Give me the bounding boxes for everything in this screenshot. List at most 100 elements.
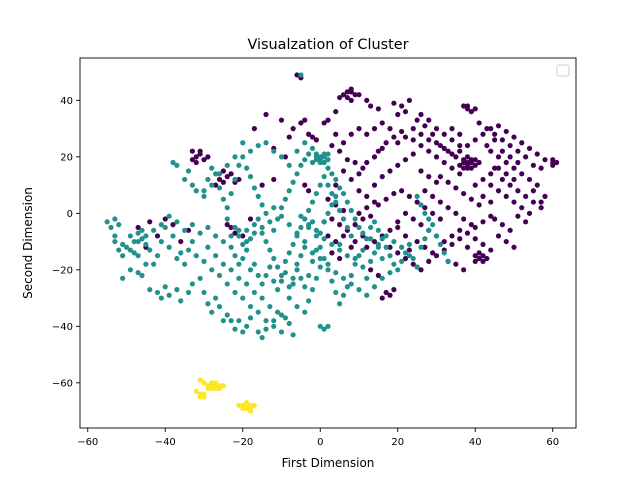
scatter-point-teal (391, 261, 397, 267)
scatter-point-teal (259, 335, 265, 341)
scatter-point-purple (526, 176, 533, 183)
scatter-point-purple (499, 137, 505, 143)
scatter-point-teal (209, 309, 215, 315)
scatter-point-teal (244, 281, 250, 287)
y-axis-label: Second Dimension (21, 187, 35, 299)
scatter-point-teal (344, 253, 350, 259)
scatter-point-teal (259, 295, 265, 301)
scatter-point-purple (499, 176, 505, 183)
points-layer (104, 72, 560, 414)
scatter-point-teal (158, 295, 164, 301)
scatter-point-yellow (244, 405, 250, 411)
scatter-point-teal (271, 278, 277, 284)
scatter-point-purple (503, 159, 509, 166)
scatter-point-purple (154, 233, 161, 239)
scatter-point-teal (302, 309, 308, 315)
scatter-point-purple (426, 174, 432, 180)
scatter-point-teal (340, 190, 347, 197)
scatter-point-teal (244, 165, 250, 171)
scatter-point-purple (542, 193, 548, 199)
scatter-point-purple (488, 148, 494, 154)
scatter-point-teal (356, 253, 362, 259)
scatter-point-purple (445, 179, 451, 185)
scatter-point-teal (298, 253, 304, 259)
scatter-point-teal (387, 270, 393, 276)
scatter-point-teal (209, 182, 215, 188)
scatter-point-teal (286, 295, 292, 301)
scatter-point-purple (193, 154, 199, 160)
scatter-point-teal (267, 247, 273, 253)
scatter-point-teal (244, 323, 250, 329)
x-tick-label: −60 (77, 437, 98, 448)
scatter-point-teal (131, 250, 137, 256)
scatter-point-teal (174, 162, 180, 168)
scatter-point-teal (294, 171, 300, 177)
scatter-point-purple (352, 92, 358, 98)
scatter-point-yellow (244, 399, 250, 406)
scatter-point-purple (472, 137, 478, 143)
scatter-point-teal (170, 159, 176, 166)
scatter-point-purple (430, 193, 436, 199)
scatter-point-purple (402, 109, 409, 115)
scatter-point-purple (395, 219, 401, 225)
scatter-point-purple (538, 199, 544, 205)
scatter-point-teal (205, 176, 211, 183)
scatter-point-teal (414, 264, 420, 270)
scatter-point-purple (379, 174, 385, 180)
scatter-point-purple (402, 157, 409, 163)
scatter-point-teal (325, 323, 331, 329)
scatter-point-purple (364, 131, 370, 137)
scatter-point-purple (387, 227, 393, 233)
scatter-point-teal (255, 329, 261, 335)
scatter-point-teal (174, 287, 180, 293)
scatter-point-teal (399, 244, 405, 250)
scatter-point-purple (201, 157, 207, 163)
scatter-point-purple (371, 182, 378, 188)
scatter-point-purple (418, 142, 424, 149)
x-tick-label: 20 (391, 437, 404, 448)
scatter-point-teal (112, 238, 118, 245)
scatter-point-teal (352, 261, 358, 267)
scatter-point-teal (294, 261, 300, 267)
scatter-point-teal (247, 174, 254, 180)
scatter-point-teal (220, 318, 226, 324)
scatter-point-teal (309, 287, 316, 293)
scatter-point-purple (472, 258, 478, 264)
scatter-point-teal (298, 224, 304, 231)
scatter-point-purple (375, 106, 381, 112)
scatter-point-purple (325, 233, 331, 239)
scatter-point-purple (464, 162, 471, 168)
x-tick-label: −40 (155, 437, 176, 448)
scatter-point-teal (275, 287, 281, 293)
scatter-point-teal (232, 176, 238, 183)
scatter-point-teal (244, 238, 250, 245)
scatter-point-teal (329, 202, 335, 208)
scatter-point-teal (201, 188, 207, 194)
scatter-point-teal (151, 227, 157, 233)
scatter-point-teal (178, 298, 184, 304)
scatter-point-teal (360, 264, 366, 270)
scatter-point-teal (135, 230, 141, 236)
scatter-point-teal (232, 224, 238, 231)
scatter-point-teal (127, 267, 133, 273)
y-tick-label: 0 (67, 209, 73, 220)
scatter-point-teal (337, 301, 343, 307)
scatter-point-teal (228, 267, 234, 273)
scatter-point-purple (329, 142, 335, 149)
scatter-point-teal (213, 253, 219, 259)
scatter-point-purple (356, 171, 362, 177)
scatter-point-teal (271, 148, 277, 154)
scatter-point-purple (348, 131, 354, 137)
scatter-point-teal (340, 275, 347, 281)
scatter-point-purple (476, 202, 482, 208)
scatter-point-purple (216, 176, 223, 183)
scatter-point-purple (472, 224, 478, 231)
scatter-point-purple (422, 188, 428, 194)
scatter-point-teal (306, 272, 312, 279)
scatter-point-teal (302, 216, 308, 222)
scatter-point-teal (286, 284, 292, 290)
scatter-point-teal (290, 275, 296, 281)
scatter-point-teal (422, 236, 428, 242)
scatter-point-teal (321, 236, 327, 242)
scatter-point-purple (418, 131, 424, 137)
